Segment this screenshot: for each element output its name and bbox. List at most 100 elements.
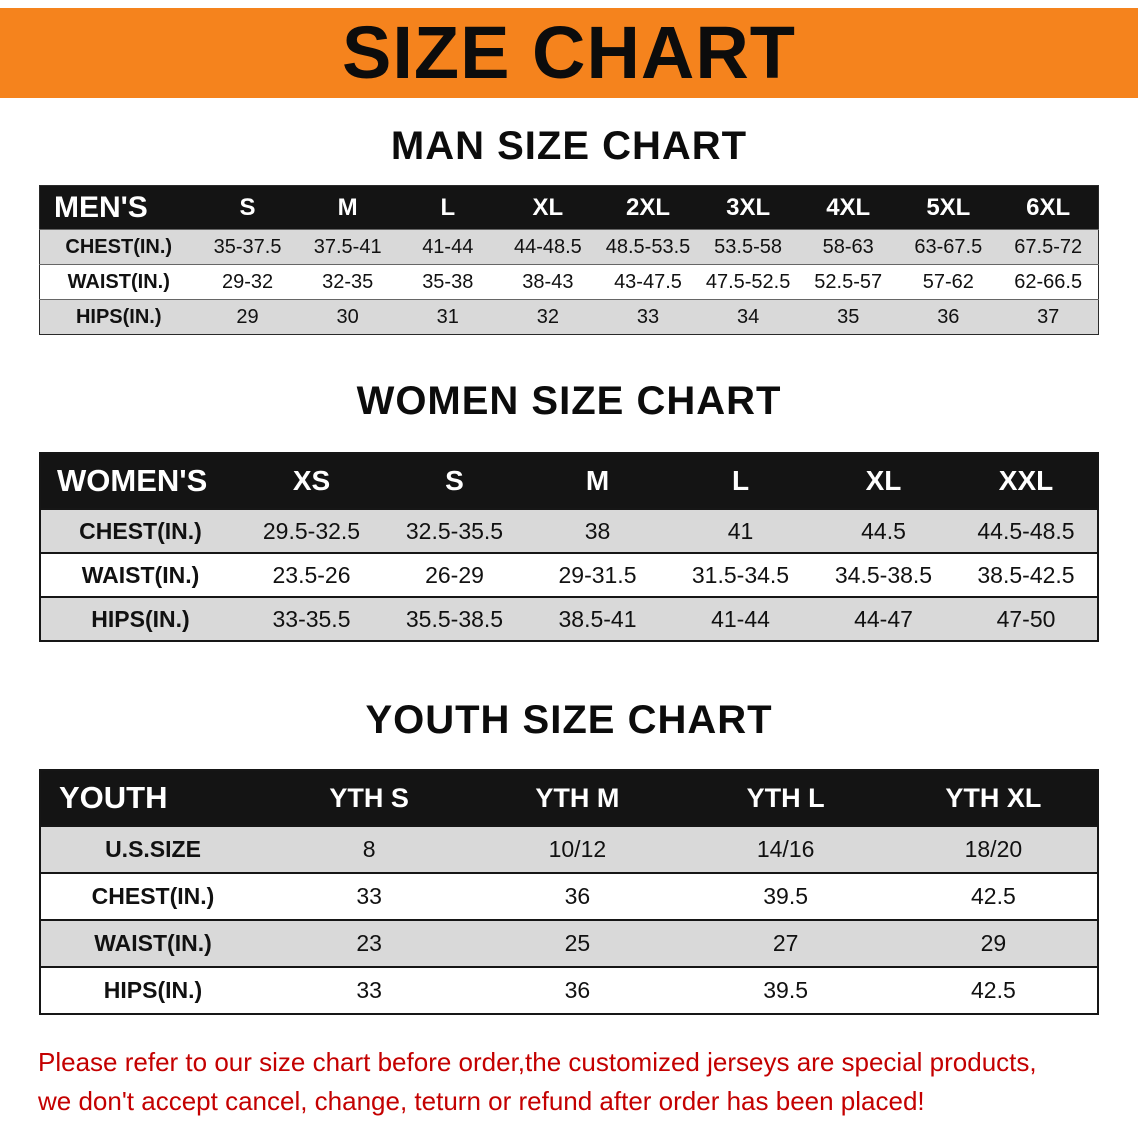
table-row: HIPS(IN.) 33 36 39.5 42.5	[40, 967, 1098, 1014]
size-column-header: YTH M	[535, 782, 620, 813]
size-column-header: XL	[532, 193, 564, 221]
table-row: HIPS(IN.) 33-35.5 35.5-38.5 38.5-41 41-44 44-…	[40, 597, 1098, 641]
size-column-header: M	[585, 465, 610, 496]
size-value-cell: 36	[564, 977, 591, 1003]
table-row: CHEST(IN.) 35-37.5 37.5-41 41-44 44-48.5 48.5…	[39, 229, 1099, 265]
size-value-cell: 41-44	[422, 235, 474, 258]
size-value-cell: 35-38	[422, 270, 474, 293]
size-value-cell: 33-35.5	[272, 605, 351, 632]
size-column-header: 2XL	[625, 193, 670, 221]
size-column-header: M	[337, 193, 358, 221]
size-table-header-row: YOUTH YTH S YTH M YTH L YTH XL	[40, 770, 1098, 826]
size-value-cell: 32-35	[322, 270, 374, 293]
size-value-cell: 48.5-53.5	[605, 235, 691, 258]
size-value-cell: 41-44	[711, 605, 770, 632]
row-label: U.S.SIZE	[105, 836, 201, 862]
size-value-cell: 38-43	[522, 270, 574, 293]
size-value-cell: 35.5-38.5	[405, 605, 504, 632]
size-value-cell: 31	[436, 305, 459, 328]
size-column-header: 6XL	[1026, 193, 1071, 221]
row-label: HIPS(IN.)	[75, 305, 162, 328]
row-label: CHEST(IN.)	[79, 517, 202, 544]
women-size-table: WOMEN'S XS S M L XL XXL CHEST(IN.) 29.5-32.5 32.5…	[39, 452, 1099, 642]
table-corner-label: WOMEN'S	[57, 463, 208, 498]
size-value-cell: 47.5-52.5	[705, 270, 791, 293]
size-column-header: YTH L	[746, 782, 825, 813]
size-value-cell: 44.5	[861, 517, 906, 544]
size-column-header: 3XL	[726, 193, 771, 221]
table-corner-label: MEN'S	[54, 190, 148, 224]
size-value-cell: 32	[536, 305, 559, 328]
size-value-cell: 38	[584, 517, 611, 544]
size-value-cell: 33	[636, 305, 660, 328]
size-value-cell: 29-32	[221, 270, 274, 293]
size-value-cell: 29.5-32.5	[262, 517, 361, 544]
page-title: SIZE CHART	[342, 11, 796, 94]
table-row: CHEST(IN.) 29.5-32.5 32.5-35.5 38 41 44.5 44.5…	[40, 509, 1098, 553]
size-value-cell: 62-66.5	[1014, 270, 1083, 293]
size-chart-page: SIZE CHART MAN SIZE CHART MEN'S S M L XL 2XL 3…	[0, 8, 1138, 1121]
row-label: CHEST(IN.)	[65, 235, 173, 258]
size-value-cell: 29	[980, 930, 1007, 956]
size-value-cell: 33	[356, 883, 382, 909]
size-value-cell: 58-63	[822, 235, 874, 258]
size-value-cell: 26-29	[425, 561, 484, 588]
size-column-header: XL	[865, 465, 902, 496]
size-value-cell: 44.5-48.5	[977, 517, 1075, 544]
row-label: WAIST(IN.)	[81, 561, 200, 588]
youth-section-heading: YOUTH SIZE CHART	[365, 698, 773, 742]
size-value-cell: 33	[356, 977, 382, 1003]
size-value-cell: 42.5	[970, 977, 1016, 1003]
size-value-cell: 67.5-72	[1014, 235, 1083, 258]
man-section-heading: MAN SIZE CHART	[390, 124, 748, 168]
men-size-table: MEN'S S M L XL 2XL 3XL 4XL 5XL 6XL CHEST(IN.) 35-37…	[39, 185, 1099, 335]
table-row: WAIST(IN.) 23.5-26 26-29 29-31.5 31.5-34.5 34…	[40, 553, 1098, 597]
size-value-cell: 10/12	[548, 836, 607, 862]
size-column-header: 5XL	[926, 193, 971, 221]
table-row: WAIST(IN.) 23 25 27 29	[40, 920, 1098, 967]
size-value-cell: 27	[772, 930, 799, 956]
size-value-cell: 8	[362, 836, 376, 862]
size-value-cell: 44-47	[854, 605, 913, 632]
size-column-header: S	[239, 193, 256, 221]
size-column-header: L	[731, 465, 750, 496]
table-row: WAIST(IN.) 29-32 32-35 35-38 38-43 43-47.5 47.…	[39, 264, 1099, 300]
row-label: HIPS(IN.)	[103, 977, 203, 1003]
size-column-header: XXL	[998, 465, 1054, 496]
row-label: HIPS(IN.)	[91, 605, 190, 632]
size-value-cell: 23.5-26	[272, 561, 351, 588]
row-label: WAIST(IN.)	[94, 930, 212, 956]
size-column-header: 4XL	[826, 193, 871, 221]
size-value-cell: 43-47.5	[614, 270, 682, 293]
size-table-header-row: MEN'S S M L XL 2XL 3XL 4XL 5XL 6XL	[39, 185, 1099, 230]
size-value-cell: 63-67.5	[914, 235, 983, 258]
size-value-cell: 34	[736, 305, 760, 328]
size-value-cell: 29	[236, 305, 259, 328]
disclaimer-line-1: Please refer to our size chart before or…	[38, 1047, 1037, 1077]
size-value-cell: 39.5	[763, 977, 808, 1003]
table-row: CHEST(IN.) 33 36 39.5 42.5	[40, 873, 1098, 920]
man-size-chart-section: MAN SIZE CHART MEN'S S M L XL 2XL 3XL 4XL 5XL 6XL…	[0, 124, 1138, 335]
size-value-cell: 39.5	[763, 883, 808, 909]
size-value-cell: 57-62	[922, 270, 974, 293]
banner: SIZE CHART	[0, 8, 1138, 98]
table-row: U.S.SIZE 8 10/12 14/16 18/20	[40, 826, 1098, 873]
size-column-header: XS	[292, 465, 331, 496]
row-label: WAIST(IN.)	[67, 270, 170, 293]
row-label: CHEST(IN.)	[91, 883, 215, 909]
size-value-cell: 38.5-41	[558, 605, 637, 632]
size-column-header: S	[445, 465, 464, 496]
size-value-cell: 25	[564, 930, 591, 956]
size-value-cell: 36	[564, 883, 591, 909]
size-value-cell: 30	[336, 305, 359, 328]
size-value-cell: 41	[727, 517, 754, 544]
size-value-cell: 32.5-35.5	[405, 517, 504, 544]
size-column-header: L	[440, 193, 456, 221]
size-value-cell: 14/16	[756, 836, 815, 862]
size-value-cell: 35-37.5	[213, 235, 282, 258]
size-value-cell: 36	[937, 305, 960, 328]
women-section-heading: WOMEN SIZE CHART	[356, 379, 782, 423]
size-value-cell: 23	[356, 930, 382, 956]
size-value-cell: 47-50	[996, 605, 1056, 632]
size-value-cell: 18/20	[964, 836, 1023, 862]
